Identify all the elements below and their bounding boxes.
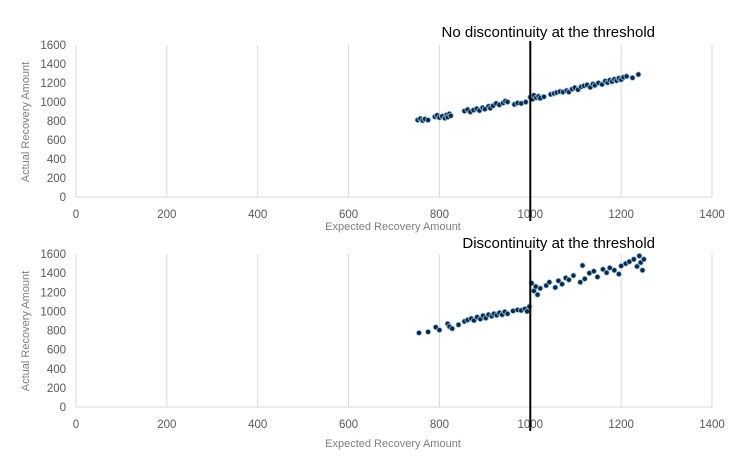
x-tick-label: 1200: [608, 419, 634, 431]
y-tick-label: 0: [60, 402, 66, 414]
y-axis-title: Actual Recovery Amount: [20, 62, 32, 182]
data-point: [636, 252, 643, 259]
y-tick-label: 1000: [40, 306, 66, 318]
x-tick-label: 1200: [608, 209, 634, 221]
data-point: [618, 262, 625, 269]
x-tick-label: 0: [73, 419, 79, 431]
x-tick-label: 400: [248, 209, 267, 221]
data-point: [579, 262, 586, 269]
data-point: [630, 256, 637, 263]
y-tick-label: 1000: [40, 97, 66, 109]
y-tick-label: 400: [47, 154, 66, 166]
x-tick-label: 600: [339, 419, 358, 431]
data-point: [415, 329, 422, 336]
y-tick-label: 1200: [40, 78, 66, 90]
y-tick-label: 800: [47, 116, 66, 128]
data-point: [449, 325, 456, 332]
x-tick-label: 800: [430, 209, 449, 221]
data-point: [425, 117, 432, 124]
y-tick-label: 1400: [40, 59, 66, 71]
y-tick-label: 1600: [40, 249, 66, 261]
data-point: [555, 277, 562, 284]
y-tick-label: 1200: [40, 287, 66, 299]
x-tick-label: 800: [430, 419, 449, 431]
x-tick-label: 200: [157, 209, 176, 221]
chart-title: No discontinuity at the threshold: [442, 24, 655, 41]
data-point: [611, 267, 618, 274]
y-tick-label: 200: [47, 383, 66, 395]
data-point: [634, 263, 641, 270]
y-tick-label: 600: [47, 345, 66, 357]
y-tick-label: 200: [47, 173, 66, 185]
y-tick-label: 0: [60, 192, 66, 204]
data-point: [581, 275, 588, 282]
data-point: [447, 112, 454, 119]
data-point: [623, 73, 630, 80]
x-tick-label: 200: [157, 419, 176, 431]
data-point: [552, 284, 559, 291]
data-point: [639, 267, 646, 274]
y-tick-label: 600: [47, 135, 66, 147]
data-point: [590, 268, 597, 275]
data-point: [570, 272, 577, 279]
data-point: [594, 273, 601, 280]
y-tick-label: 400: [47, 364, 66, 376]
x-tick-label: 600: [339, 209, 358, 221]
data-point: [599, 266, 606, 273]
data-point: [577, 279, 584, 286]
x-axis-title: Expected Recovery Amount: [325, 438, 461, 450]
x-tick-label: 1400: [699, 419, 725, 431]
data-point: [626, 258, 633, 265]
data-point: [559, 281, 566, 288]
data-point: [640, 256, 647, 263]
data-point: [603, 269, 610, 276]
data-point: [635, 71, 642, 78]
data-point: [629, 74, 636, 81]
data-point: [522, 99, 529, 106]
x-tick-label: 400: [248, 419, 267, 431]
data-point: [504, 310, 511, 317]
data-point: [546, 279, 553, 286]
y-tick-label: 1400: [40, 268, 66, 280]
x-axis-title: Expected Recovery Amount: [325, 221, 461, 233]
x-tick-label: 1400: [699, 209, 725, 221]
data-point: [436, 327, 443, 334]
data-point: [615, 271, 622, 278]
data-point: [537, 285, 544, 292]
data-point: [565, 276, 572, 283]
data-point: [455, 321, 462, 328]
data-point: [425, 328, 432, 335]
chart-discontinuity: Discontinuity at the threshold 0 200 400 60…: [20, 235, 725, 450]
y-tick-label: 800: [47, 326, 66, 338]
data-point: [606, 264, 613, 271]
data-point: [540, 93, 547, 100]
chart-no-discontinuity: No discontinuity at the threshold 0 200 40…: [20, 24, 725, 233]
data-point: [504, 99, 511, 106]
chart-title: Discontinuity at the threshold: [462, 235, 655, 252]
y-axis-title: Actual Recovery Amount: [20, 271, 32, 391]
x-tick-label: 0: [73, 209, 79, 221]
y-tick-label: 1600: [40, 40, 66, 52]
data-point: [534, 291, 541, 298]
